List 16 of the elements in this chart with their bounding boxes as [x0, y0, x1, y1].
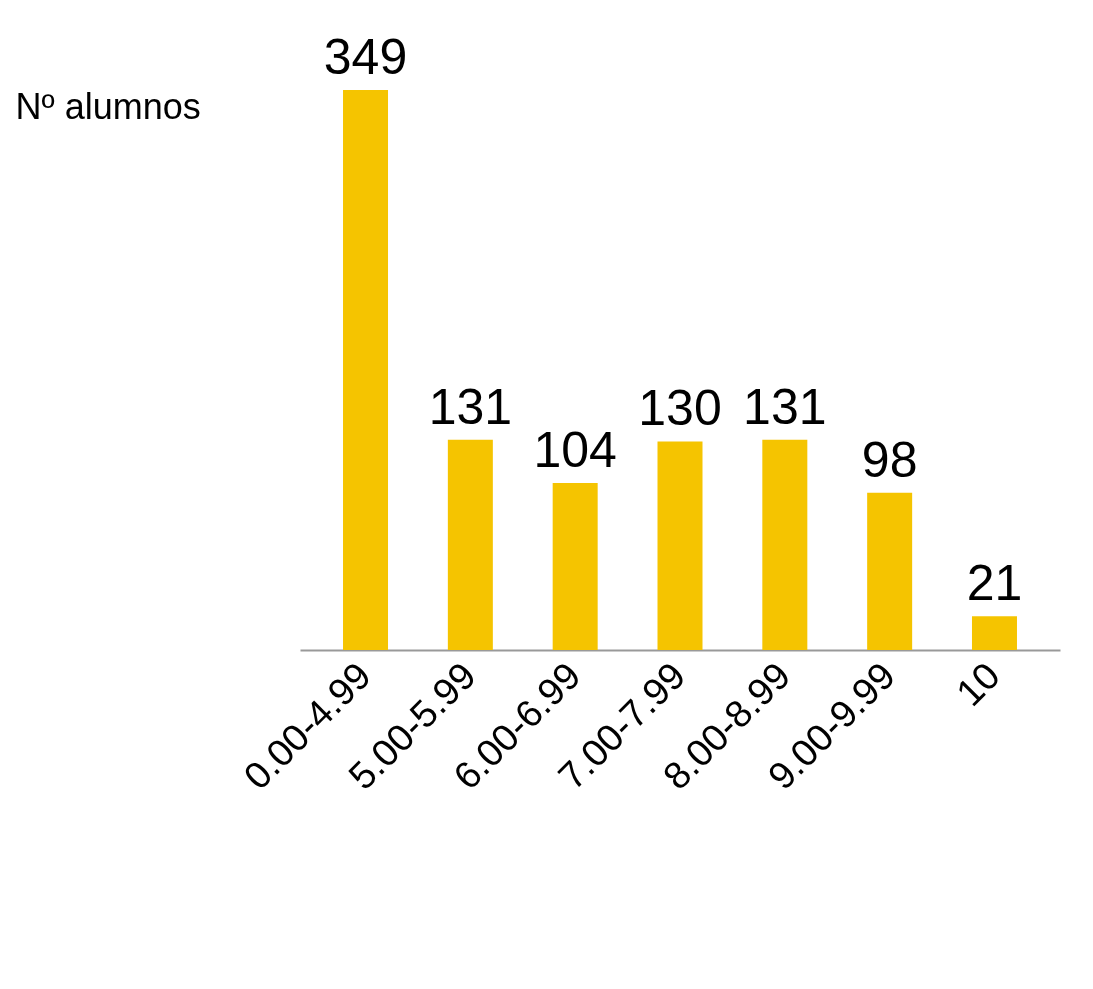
bar: [552, 483, 598, 650]
data-label: 349: [323, 29, 408, 85]
data-label: 98: [861, 431, 918, 488]
bar: [971, 616, 1017, 650]
bar: [867, 492, 913, 650]
x-tick-label: 10: [948, 654, 1008, 714]
data-label: 130: [638, 380, 722, 437]
data-label: 131: [743, 378, 827, 435]
data-label: 104: [533, 422, 617, 479]
data-label: 21: [966, 555, 1023, 612]
y-axis-title: Nº alumnos: [15, 85, 201, 127]
bar: [657, 441, 703, 650]
data-label: 131: [428, 378, 513, 435]
bar: [762, 439, 808, 650]
bar: [447, 439, 493, 650]
bar: [343, 90, 389, 650]
